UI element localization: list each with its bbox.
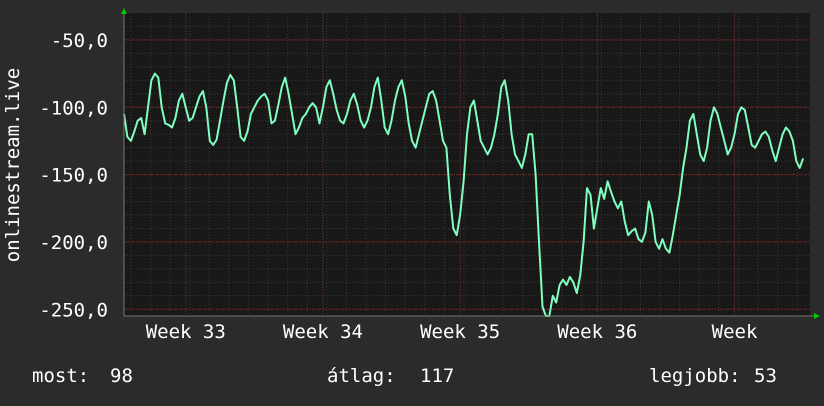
y-tick-label: -50,0 <box>51 30 108 52</box>
stat-average-value: 117 <box>420 365 454 387</box>
x-axis-arrow-icon <box>814 313 820 319</box>
y-tick-label: -200,0 <box>39 232 108 254</box>
y-axis-label: onlinestream.live <box>2 68 24 262</box>
stat-current-label: most: <box>32 365 89 387</box>
stat-best-value: 53 <box>754 365 777 387</box>
stat-best-label: legjobb: <box>649 365 741 387</box>
y-tick-label: -250,0 <box>39 299 108 321</box>
tick-labels: -50,0 -100,0 -150,0 -200,0 -250,0 Week 33 Week… <box>39 30 758 343</box>
stat-average-label: átlag: <box>327 365 396 387</box>
plot-area <box>124 13 810 316</box>
x-tick-label: Week 34 <box>283 321 363 343</box>
x-tick-label: Week 36 <box>557 321 637 343</box>
y-tick-label: -150,0 <box>39 165 108 187</box>
series-line <box>123 72 805 317</box>
stat-current-value: 98 <box>110 365 133 387</box>
y-tick-label: -100,0 <box>39 97 108 119</box>
x-tick-label: Week 33 <box>146 321 226 343</box>
axes <box>121 8 820 319</box>
x-tick-label: Week <box>712 321 758 343</box>
y-axis-arrow-icon <box>121 8 127 14</box>
x-tick-label: Week 35 <box>420 321 500 343</box>
